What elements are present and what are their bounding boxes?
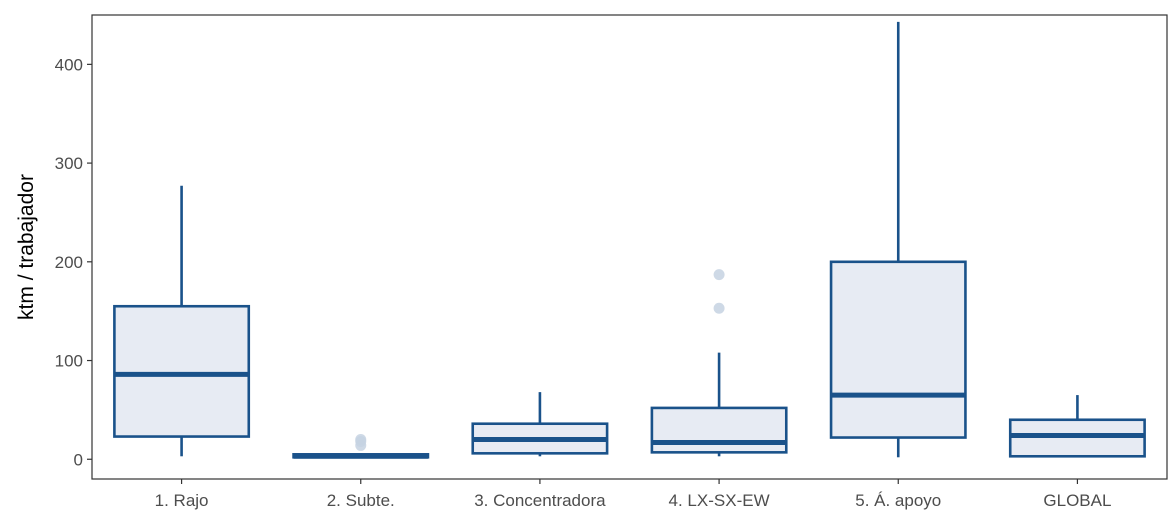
x-tick-label: 4. LX-SX-EW [669, 491, 770, 510]
y-tick-label: 200 [55, 253, 83, 272]
iqr-box [829, 260, 967, 439]
y-tick-label: 100 [55, 352, 83, 371]
x-axis: 1. Rajo 2. Subte. 3. Concentradora 4. LX-SX… [155, 479, 1111, 510]
x-tick-label: 1. Rajo [155, 491, 209, 510]
x-tick-label: GLOBAL [1043, 491, 1111, 510]
y-tick-label: 0 [74, 450, 83, 469]
x-tick-label: 3. Concentradora [474, 491, 606, 510]
y-tick-label: 400 [55, 55, 83, 74]
outlier-point [713, 269, 725, 281]
outlier-point [713, 302, 725, 314]
box-4 [650, 269, 788, 457]
x-tick-label: 2. Subte. [327, 491, 395, 510]
panel-border [91, 14, 1168, 480]
box-2 [292, 434, 430, 459]
x-tick-label: 5. Á. apoyo [855, 491, 941, 510]
box-5 [829, 21, 967, 458]
y-axis: 0 100 200 300 400 [55, 55, 92, 469]
boxes-layer [113, 21, 1146, 459]
y-tick-label: 300 [55, 154, 83, 173]
box-3 [471, 392, 609, 457]
iqr-box [113, 304, 251, 438]
iqr-box [650, 406, 788, 454]
outlier-point [355, 434, 367, 446]
box-6 [1008, 395, 1146, 458]
y-axis-title: ktm / trabajador [15, 174, 38, 320]
box-1 [113, 185, 251, 457]
